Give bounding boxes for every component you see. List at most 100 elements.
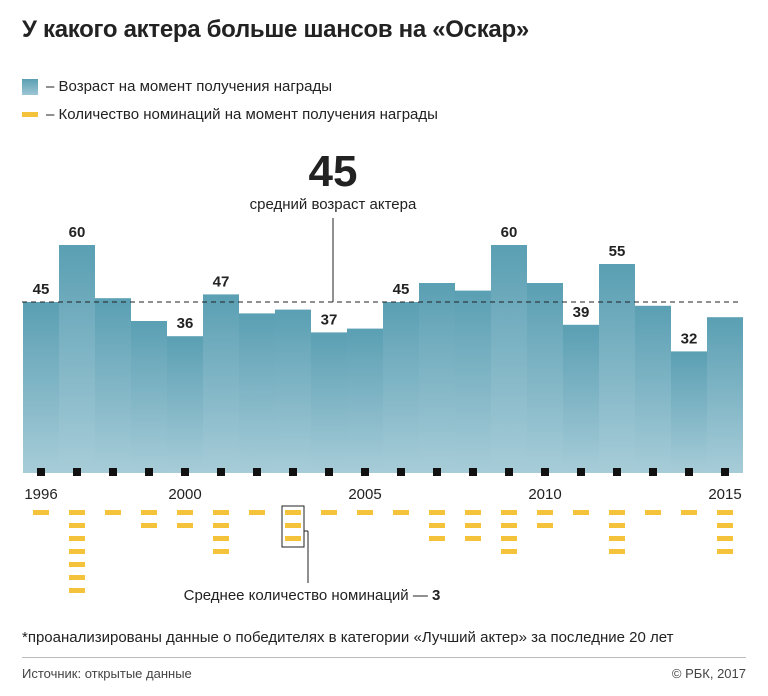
nomination-dash-1996-1: [33, 510, 49, 515]
nomination-dash-2003-3: [285, 536, 301, 541]
nomination-dash-2008-3: [465, 536, 481, 541]
year-label-2010: 2010: [528, 486, 561, 503]
nomination-dash-1997-2: [69, 523, 85, 528]
year-label-2005: 2005: [348, 486, 381, 503]
year-tick-2005: [361, 468, 369, 476]
value-label-2000: 36: [177, 315, 194, 332]
age-bar-2007: [419, 283, 455, 473]
value-label-2009: 60: [501, 224, 518, 241]
age-bar-2004: [311, 332, 347, 473]
age-nominations-chart: 45 средний возраст актера 45 60 36 47 37 45 60…: [22, 147, 743, 604]
age-bar-2010: [527, 283, 563, 473]
nomination-dash-2004-1: [321, 510, 337, 515]
legend-nominations-label: – Количество номинаций на момент получен…: [46, 106, 438, 123]
nomination-dash-2012-3: [609, 536, 625, 541]
average-nominations-label: Среднее количество номинаций — 3: [184, 587, 441, 604]
nomination-dash-1997-1: [69, 510, 85, 515]
year-tick-2001: [217, 468, 225, 476]
year-tick-1999: [145, 468, 153, 476]
nomination-dash-2007-3: [429, 536, 445, 541]
average-nominations-box: [281, 505, 305, 548]
nomination-dash-2003-2: [285, 523, 301, 528]
average-age-group: 45 средний возраст актера: [22, 147, 742, 303]
age-bar-2005: [347, 328, 383, 473]
nomination-dash-2011-1: [573, 510, 589, 515]
age-bar-2003: [275, 309, 311, 473]
year-tick-2011: [577, 468, 585, 476]
age-bars: [23, 245, 743, 473]
age-bar-1998: [95, 298, 131, 473]
nomination-dash-2008-2: [465, 523, 481, 528]
age-bar-1996: [23, 302, 59, 473]
age-bar-2006: [383, 302, 419, 473]
age-bar-2000: [167, 336, 203, 473]
nomination-dash-2012-4: [609, 549, 625, 554]
year-tick-2003: [289, 468, 297, 476]
legend-bar-swatch: [22, 78, 38, 95]
year-tick-2000: [181, 468, 189, 476]
year-label-2015: 2015: [708, 486, 741, 503]
year-tick-2012: [613, 468, 621, 476]
year-tick-2004: [325, 468, 333, 476]
age-bar-2009: [491, 245, 527, 473]
chart-title: У какого актера больше шансов на «Оскар»: [22, 16, 529, 43]
age-bar-1997: [59, 245, 95, 473]
nomination-dash-2007-2: [429, 523, 445, 528]
nomination-dash-2015-3: [717, 536, 733, 541]
nomination-dash-2000-2: [177, 523, 193, 528]
age-bar-2011: [563, 324, 599, 473]
value-labels: 45 60 36 47 37 45 60 39 55 32: [33, 224, 698, 347]
value-label-2004: 37: [321, 311, 338, 328]
year-tick-labels: 1996 2000 2005 2010 2015: [24, 486, 741, 503]
nomination-dashes: [33, 510, 733, 593]
age-bar-2001: [203, 294, 239, 473]
nomination-dash-2001-1: [213, 510, 229, 515]
value-label-1996: 45: [33, 281, 50, 298]
year-tick-1998: [109, 468, 117, 476]
nomination-dash-1999-2: [141, 523, 157, 528]
nomination-dash-2015-2: [717, 523, 733, 528]
nomination-dash-2015-1: [717, 510, 733, 515]
value-label-2014: 32: [681, 330, 698, 347]
nomination-dash-2009-3: [501, 536, 517, 541]
year-tick-2015: [721, 468, 729, 476]
nomination-dash-2009-4: [501, 549, 517, 554]
age-bar-2008: [455, 290, 491, 473]
year-tick-2014: [685, 468, 693, 476]
year-label-2000: 2000: [168, 486, 201, 503]
source-note: Источник: открытые данные: [22, 666, 192, 681]
nomination-dash-2007-1: [429, 510, 445, 515]
nomination-dash-1997-3: [69, 536, 85, 541]
nomination-dash-1998-1: [105, 510, 121, 515]
legend-item-nominations: – Количество номинаций на момент получен…: [22, 106, 438, 123]
year-tick-2006: [397, 468, 405, 476]
nomination-dash-1999-1: [141, 510, 157, 515]
age-bar-2014: [671, 351, 707, 473]
average-nominations-group: Среднее количество номинаций — 3: [184, 505, 441, 604]
year-tick-2013: [649, 468, 657, 476]
age-bar-2015: [707, 317, 743, 473]
year-tick-2007: [433, 468, 441, 476]
nomination-dash-2006-1: [393, 510, 409, 515]
year-tick-2010: [541, 468, 549, 476]
nomination-dash-2012-1: [609, 510, 625, 515]
nomination-dash-2013-1: [645, 510, 661, 515]
age-bar-2002: [239, 313, 275, 473]
nomination-dash-2001-3: [213, 536, 229, 541]
year-tick-2008: [469, 468, 477, 476]
value-label-2006: 45: [393, 281, 410, 298]
value-label-2011: 39: [573, 304, 590, 321]
nomination-dash-2008-1: [465, 510, 481, 515]
nomination-dash-2009-1: [501, 510, 517, 515]
nomination-dash-2005-1: [357, 510, 373, 515]
nomination-dash-2000-1: [177, 510, 193, 515]
value-label-1997: 60: [69, 224, 86, 241]
nomination-dash-2001-4: [213, 549, 229, 554]
legend-age-label: – Возраст на момент получения награды: [46, 78, 333, 95]
nomination-dash-1997-5: [69, 562, 85, 567]
age-bar-1999: [131, 321, 167, 473]
value-label-2012: 55: [609, 243, 626, 260]
nomination-dash-2012-2: [609, 523, 625, 528]
nomination-dash-2010-1: [537, 510, 553, 515]
year-tick-1996: [37, 468, 45, 476]
